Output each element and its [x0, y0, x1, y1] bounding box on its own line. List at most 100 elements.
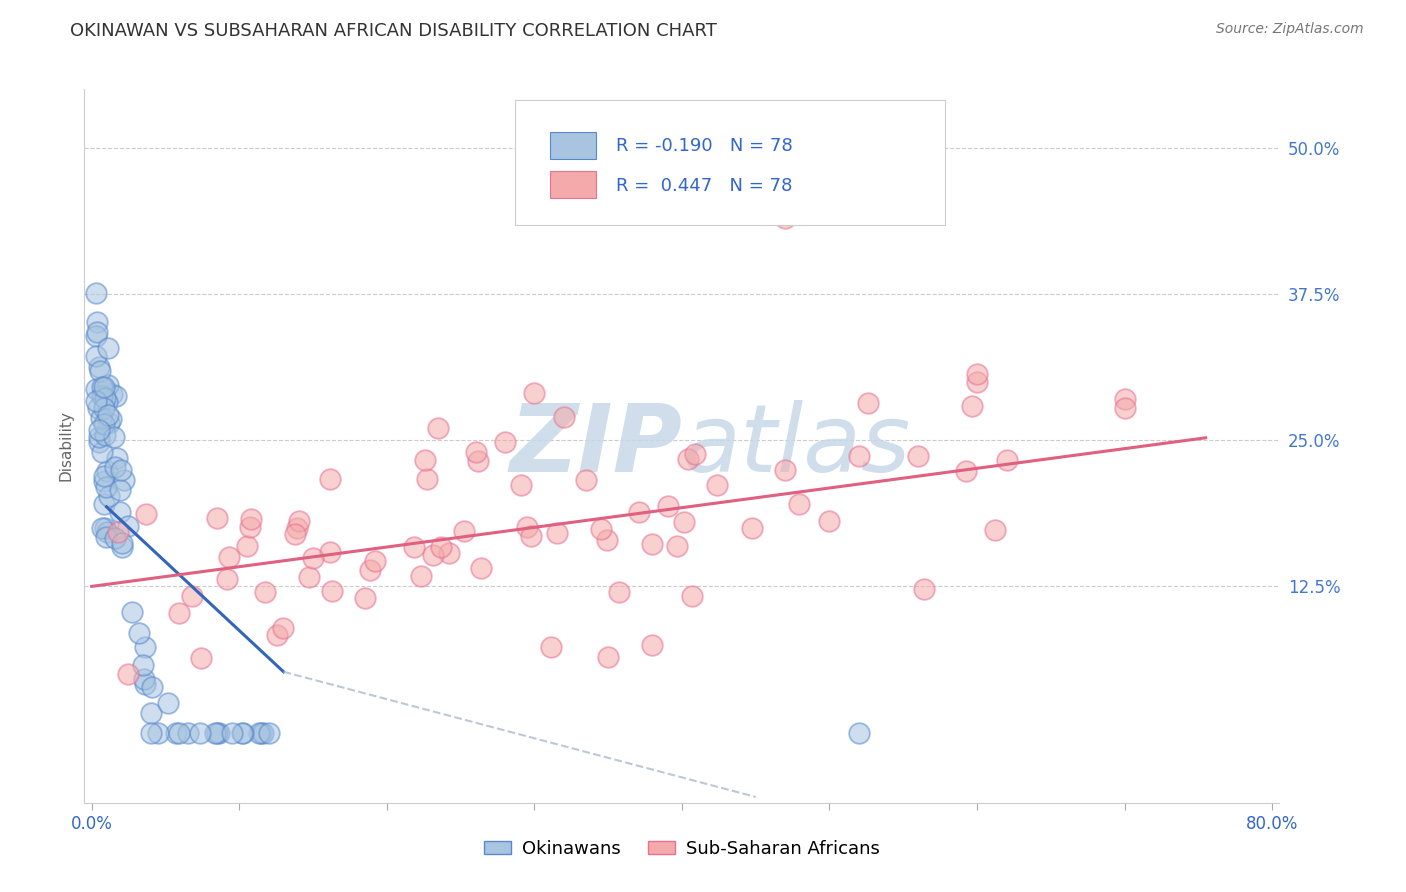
Point: [359, 563, 381, 577]
Point: [250, 725, 273, 739]
Point: [93, 474, 115, 488]
Point: [101, 386, 124, 401]
Point: [94, 383, 117, 397]
Point: [681, 590, 703, 604]
Point: [467, 454, 489, 468]
Point: [84, 382, 107, 396]
Point: [188, 725, 211, 739]
Point: [773, 462, 796, 476]
Point: [177, 725, 200, 739]
Point: [966, 368, 988, 382]
Point: [94, 428, 117, 442]
Point: [90, 411, 112, 425]
Point: [641, 638, 664, 652]
Point: [84, 349, 107, 363]
Point: [204, 725, 226, 739]
Point: [523, 386, 546, 401]
Point: [598, 649, 620, 664]
Point: [141, 725, 163, 739]
Point: [665, 539, 688, 553]
Point: [907, 450, 929, 464]
Point: [105, 451, 128, 466]
Point: [207, 725, 229, 739]
Point: [439, 546, 461, 560]
Point: [415, 452, 437, 467]
Point: [134, 677, 156, 691]
Legend: Okinawans, Sub-Saharan Africans: Okinawans, Sub-Saharan Africans: [477, 833, 887, 865]
Point: [676, 452, 699, 467]
Point: [288, 514, 311, 528]
Point: [112, 473, 135, 487]
Point: [108, 483, 131, 497]
Point: [657, 499, 679, 513]
Point: [215, 573, 238, 587]
Point: [302, 550, 325, 565]
Point: [141, 681, 163, 695]
Point: [818, 514, 841, 528]
Point: [96, 464, 118, 478]
Point: [741, 521, 763, 535]
Text: R =  0.447   N = 78: R = 0.447 N = 78: [616, 177, 793, 194]
Point: [955, 464, 977, 478]
Point: [683, 447, 706, 461]
FancyBboxPatch shape: [551, 171, 596, 198]
Text: Source: ZipAtlas.com: Source: ZipAtlas.com: [1216, 22, 1364, 37]
Point: [912, 582, 935, 596]
Point: [252, 725, 274, 739]
Point: [353, 591, 375, 605]
Point: [257, 725, 280, 739]
Point: [239, 520, 262, 534]
Point: [97, 378, 120, 392]
Point: [429, 540, 451, 554]
Point: [789, 497, 811, 511]
Point: [97, 408, 120, 422]
Point: [89, 423, 111, 437]
Point: [856, 396, 879, 410]
Point: [236, 539, 259, 553]
Point: [91, 445, 114, 459]
Point: [628, 505, 651, 519]
Point: [520, 529, 543, 543]
Point: [91, 380, 114, 394]
Point: [146, 725, 169, 739]
Point: [100, 412, 122, 426]
Point: [89, 364, 111, 378]
Point: [93, 401, 115, 415]
Point: [232, 725, 254, 739]
Point: [117, 519, 139, 533]
Point: [117, 667, 139, 681]
Point: [319, 472, 342, 486]
Point: [139, 706, 162, 720]
Point: [111, 536, 134, 550]
Point: [540, 640, 562, 655]
Point: [422, 549, 444, 563]
Point: [93, 417, 115, 431]
Point: [104, 531, 127, 545]
Point: [205, 510, 228, 524]
Point: [271, 621, 294, 635]
Point: [108, 505, 131, 519]
Point: [266, 628, 288, 642]
FancyBboxPatch shape: [551, 132, 596, 159]
Point: [848, 449, 870, 463]
Point: [595, 533, 617, 547]
Point: [94, 521, 117, 535]
Point: [128, 626, 150, 640]
Point: [86, 315, 108, 329]
Point: [94, 530, 117, 544]
Point: [104, 459, 127, 474]
Point: [285, 521, 308, 535]
Point: [90, 389, 112, 403]
Point: [416, 472, 439, 486]
Point: [470, 561, 492, 575]
Text: R = -0.190   N = 78: R = -0.190 N = 78: [616, 137, 793, 155]
Point: [510, 478, 533, 492]
Point: [298, 569, 321, 583]
Point: [181, 589, 204, 603]
Point: [284, 526, 307, 541]
Point: [960, 399, 983, 413]
Point: [221, 725, 243, 739]
FancyBboxPatch shape: [515, 100, 945, 225]
Point: [84, 394, 107, 409]
Point: [848, 725, 870, 739]
